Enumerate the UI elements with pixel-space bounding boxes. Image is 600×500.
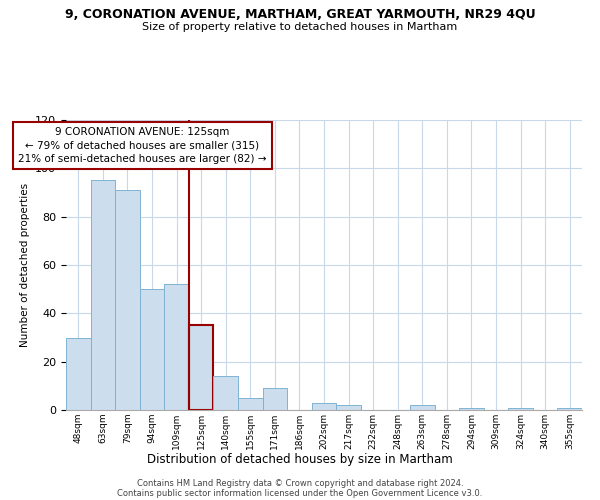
Text: 9 CORONATION AVENUE: 125sqm
← 79% of detached houses are smaller (315)
21% of se: 9 CORONATION AVENUE: 125sqm ← 79% of det… xyxy=(18,127,266,164)
Bar xyxy=(189,326,214,410)
Text: Distribution of detached houses by size in Martham: Distribution of detached houses by size … xyxy=(147,454,453,466)
Bar xyxy=(312,403,336,410)
Bar xyxy=(115,190,140,410)
Bar xyxy=(557,408,582,410)
Bar xyxy=(164,284,189,410)
Bar xyxy=(459,408,484,410)
Bar xyxy=(263,388,287,410)
Text: Contains HM Land Registry data © Crown copyright and database right 2024.: Contains HM Land Registry data © Crown c… xyxy=(137,478,463,488)
Text: Contains public sector information licensed under the Open Government Licence v3: Contains public sector information licen… xyxy=(118,488,482,498)
Bar xyxy=(508,408,533,410)
Bar xyxy=(66,338,91,410)
Bar xyxy=(214,376,238,410)
Bar xyxy=(140,289,164,410)
Text: Size of property relative to detached houses in Martham: Size of property relative to detached ho… xyxy=(142,22,458,32)
Bar xyxy=(238,398,263,410)
Bar xyxy=(91,180,115,410)
Bar xyxy=(336,405,361,410)
Y-axis label: Number of detached properties: Number of detached properties xyxy=(20,183,29,347)
Text: 9, CORONATION AVENUE, MARTHAM, GREAT YARMOUTH, NR29 4QU: 9, CORONATION AVENUE, MARTHAM, GREAT YAR… xyxy=(65,8,535,20)
Bar xyxy=(410,405,434,410)
